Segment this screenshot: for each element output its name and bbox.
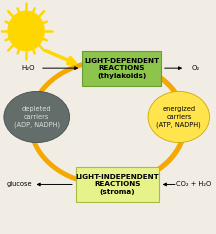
Circle shape — [8, 11, 44, 51]
Text: glucose: glucose — [7, 181, 33, 187]
Text: H₂O: H₂O — [22, 65, 35, 71]
Text: depleted
carriers
(ADP, NADPH): depleted carriers (ADP, NADPH) — [14, 106, 60, 128]
Text: LIGHT-INDEPENDENT
REACTIONS
(stroma): LIGHT-INDEPENDENT REACTIONS (stroma) — [75, 174, 159, 195]
Ellipse shape — [4, 91, 70, 143]
Text: CO₂ + H₂O: CO₂ + H₂O — [176, 181, 211, 187]
FancyBboxPatch shape — [82, 51, 161, 86]
Ellipse shape — [148, 91, 210, 143]
Text: LIGHT-DEPENDENT
REACTIONS
(thylakoids): LIGHT-DEPENDENT REACTIONS (thylakoids) — [84, 58, 159, 79]
FancyBboxPatch shape — [76, 167, 159, 202]
Text: O₂: O₂ — [192, 65, 200, 71]
Text: energized
carriers
(ATP, NADPH): energized carriers (ATP, NADPH) — [156, 106, 201, 128]
